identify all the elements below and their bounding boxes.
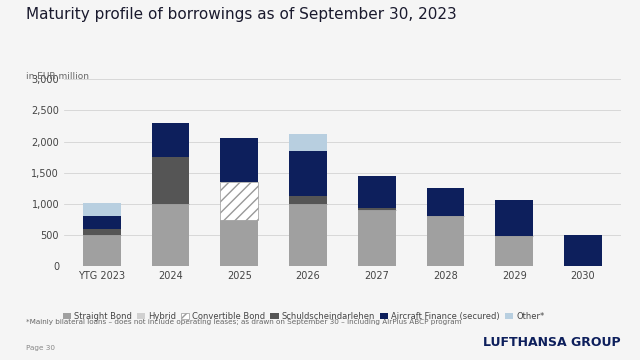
- Bar: [83, 216, 121, 229]
- Text: in EUR million: in EUR million: [26, 72, 88, 81]
- Bar: [564, 235, 602, 266]
- Legend: Straight Bond, Hybrid, Convertible Bond, Schuldscheindarlehen, Aircraft Finance : Straight Bond, Hybrid, Convertible Bond,…: [63, 312, 545, 321]
- Bar: [289, 134, 327, 151]
- Text: Maturity profile of borrowings as of September 30, 2023: Maturity profile of borrowings as of Sep…: [26, 7, 456, 22]
- Bar: [152, 123, 189, 157]
- Bar: [289, 151, 327, 196]
- Bar: [289, 196, 327, 204]
- Text: Page 30: Page 30: [26, 345, 54, 351]
- Bar: [220, 220, 258, 266]
- Bar: [220, 182, 258, 220]
- Bar: [83, 203, 121, 216]
- Bar: [427, 188, 465, 216]
- Bar: [289, 204, 327, 266]
- Text: LUFTHANSA GROUP: LUFTHANSA GROUP: [483, 336, 621, 349]
- Bar: [152, 157, 189, 204]
- Bar: [83, 235, 121, 266]
- Bar: [358, 208, 396, 210]
- Bar: [152, 204, 189, 266]
- Bar: [358, 210, 396, 266]
- Bar: [495, 237, 533, 266]
- Bar: [427, 216, 465, 266]
- Bar: [358, 176, 396, 208]
- Bar: [495, 200, 533, 237]
- Bar: [220, 139, 258, 182]
- Bar: [83, 229, 121, 235]
- Text: *Mainly bilateral loans – does not include operating leases; as drawn on Septemb: *Mainly bilateral loans – does not inclu…: [26, 319, 461, 325]
